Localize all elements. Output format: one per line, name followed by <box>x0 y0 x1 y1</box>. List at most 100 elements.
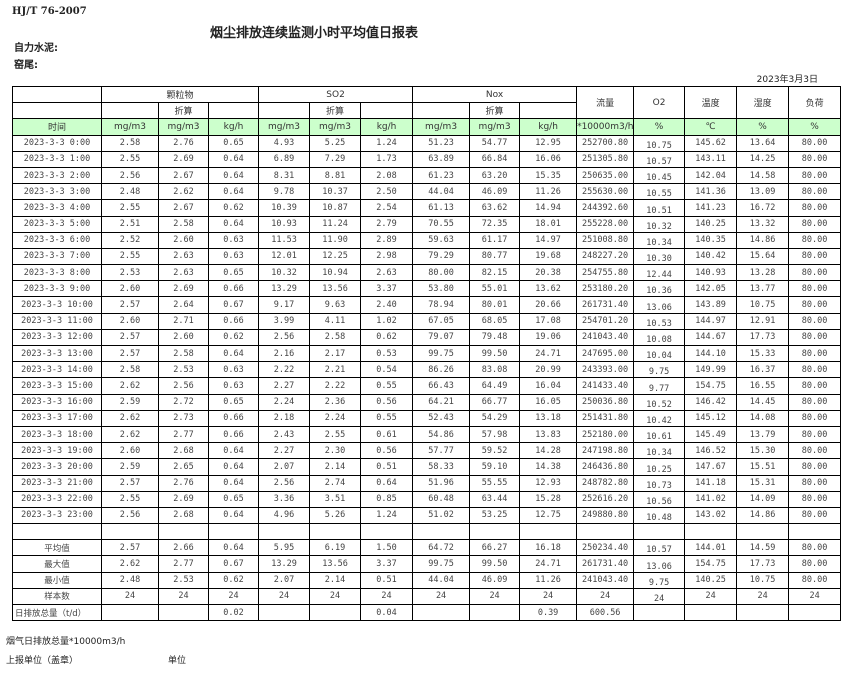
value-cell: 2.79 <box>360 215 414 233</box>
time-cell: 2023-3-3 0:00 <box>12 134 102 152</box>
summary-row: 最大值 2.62 2.77 0.67 13.29 13.56 3.37 99.75 99.50 2… <box>12 555 842 573</box>
time-cell: 2023-3-3 14:00 <box>12 361 102 379</box>
report-table: 颗粒物 SO2 Nox 流量 O2 温度 湿度 负荷 折算 折算 折算 时间 mg/m3 mg/m3 kg/… <box>12 85 842 622</box>
value-cell: 2.56 <box>158 377 209 395</box>
value-cell: 1.24 <box>360 506 414 525</box>
unit-header: mg/m3 <box>101 118 159 136</box>
summary-value: 0.64 <box>207 539 260 557</box>
summary-value <box>469 603 521 622</box>
summary-label: 日排放总量（t/d） <box>12 603 102 622</box>
value-cell: 80.00 <box>788 231 842 249</box>
value-cell: 252616.20 <box>576 490 635 508</box>
time-cell: 2023-3-3 10:00 <box>12 296 102 314</box>
table-row: 2023-3-3 2:00 2.56 2.67 0.64 8.31 8.81 2.08 61.… <box>12 166 842 185</box>
blank-header-cell <box>412 102 471 120</box>
group-header: Nox <box>412 85 578 104</box>
value-cell: 14.25 <box>736 150 790 168</box>
value-cell: 0.66 <box>207 409 260 427</box>
value-cell: 254701.20 <box>576 312 635 330</box>
value-cell: 10.75 <box>736 296 790 314</box>
value-cell: 2.68 <box>158 506 209 525</box>
value-cell: 145.12 <box>684 409 738 427</box>
value-cell: 141.23 <box>684 199 738 217</box>
value-cell: 0.54 <box>360 361 414 379</box>
unit-header: 时间 <box>12 118 102 136</box>
value-cell: 143.02 <box>684 506 738 525</box>
value-cell: 54.77 <box>469 134 521 152</box>
summary-value: 14.59 <box>736 539 790 557</box>
value-cell: 2.22 <box>309 377 362 395</box>
summary-value: 66.27 <box>469 539 521 557</box>
summary-value: 2.66 <box>158 539 209 557</box>
summary-value: 3.37 <box>360 555 414 573</box>
value-cell: 251008.80 <box>576 231 635 249</box>
summary-value: 2.77 <box>158 555 209 573</box>
value-cell: 2.22 <box>258 361 311 379</box>
time-cell: 2023-3-3 16:00 <box>12 393 102 411</box>
blank-cell <box>158 523 209 541</box>
value-cell: 16.37 <box>736 361 790 379</box>
value-cell: 13.83 <box>519 425 578 444</box>
value-cell: 2.53 <box>101 264 159 282</box>
table-row: 2023-3-3 15:00 2.62 2.56 0.63 2.27 2.22 0.55 66… <box>12 377 842 395</box>
value-cell: 12.01 <box>258 247 311 266</box>
value-cell: 2.67 <box>158 166 209 185</box>
value-cell: 0.53 <box>360 344 414 363</box>
value-cell: 2.21 <box>309 361 362 379</box>
value-cell: 2.55 <box>101 247 159 266</box>
value-cell: 2.24 <box>258 393 311 411</box>
table-row: 2023-3-3 23:00 2.56 2.68 0.64 4.96 5.26 1.24 51… <box>12 506 842 525</box>
table-row: 2023-3-3 22:00 2.55 2.69 0.65 3.36 3.51 0.85 60… <box>12 490 842 508</box>
value-cell: 80.00 <box>788 312 842 330</box>
time-cell: 2023-3-3 18:00 <box>12 425 102 444</box>
value-cell: 2.62 <box>101 409 159 427</box>
blank-cell <box>309 523 362 541</box>
value-cell: 2.77 <box>158 425 209 444</box>
value-cell: 10.94 <box>309 264 362 282</box>
value-cell: 241043.40 <box>576 328 635 347</box>
value-cell: 2.69 <box>158 150 209 168</box>
table-row: 2023-3-3 6:00 2.52 2.60 0.63 11.53 11.90 2.89 5… <box>12 231 842 249</box>
value-cell: 0.65 <box>207 134 260 152</box>
value-cell: 13.18 <box>519 409 578 427</box>
value-cell: 140.93 <box>684 264 738 282</box>
value-cell: 66.43 <box>412 377 471 395</box>
value-cell: 55.55 <box>469 474 521 492</box>
time-cell: 2023-3-3 3:00 <box>12 183 102 201</box>
value-cell: 140.25 <box>684 215 738 233</box>
value-cell: 64.21 <box>412 393 471 411</box>
time-cell: 2023-3-3 20:00 <box>12 458 102 476</box>
value-cell: 251305.80 <box>576 150 635 168</box>
value-cell: 13.28 <box>736 264 790 282</box>
value-cell: 51.02 <box>412 506 471 525</box>
value-cell: 0.66 <box>207 425 260 444</box>
value-cell: 8.81 <box>309 166 362 185</box>
value-cell: 11.90 <box>309 231 362 249</box>
value-cell: 2.73 <box>158 409 209 427</box>
value-cell: 5.26 <box>309 506 362 525</box>
value-cell: 10.93 <box>258 215 311 233</box>
value-cell: 146.42 <box>684 393 738 411</box>
blank-header-cell <box>360 102 414 120</box>
value-cell: 2.89 <box>360 231 414 249</box>
value-cell: 10.87 <box>309 199 362 217</box>
value-cell: 14.09 <box>736 490 790 508</box>
value-cell: 20.38 <box>519 264 578 282</box>
value-cell: 80.77 <box>469 247 521 266</box>
value-cell: 14.86 <box>736 231 790 249</box>
value-cell: 83.08 <box>469 361 521 379</box>
table-row: 2023-3-3 21:00 2.57 2.76 0.64 2.56 2.74 0.64 51… <box>12 474 842 492</box>
table-row: 2023-3-3 18:00 2.62 2.77 0.66 2.43 2.55 0.61 54… <box>12 425 842 444</box>
value-cell: 12.93 <box>519 474 578 492</box>
summary-value: 24 <box>684 587 738 606</box>
value-cell: 80.00 <box>788 247 842 266</box>
summary-value: 140.25 <box>684 571 738 589</box>
value-cell: 78.94 <box>412 296 471 314</box>
value-cell: 0.65 <box>207 264 260 282</box>
value-cell: 80.00 <box>412 264 471 282</box>
value-cell: 250635.00 <box>576 166 635 185</box>
value-cell: 142.04 <box>684 166 738 185</box>
summary-value <box>258 603 311 622</box>
summary-value: 0.02 <box>207 603 260 622</box>
summary-value: 99.75 <box>412 555 471 573</box>
